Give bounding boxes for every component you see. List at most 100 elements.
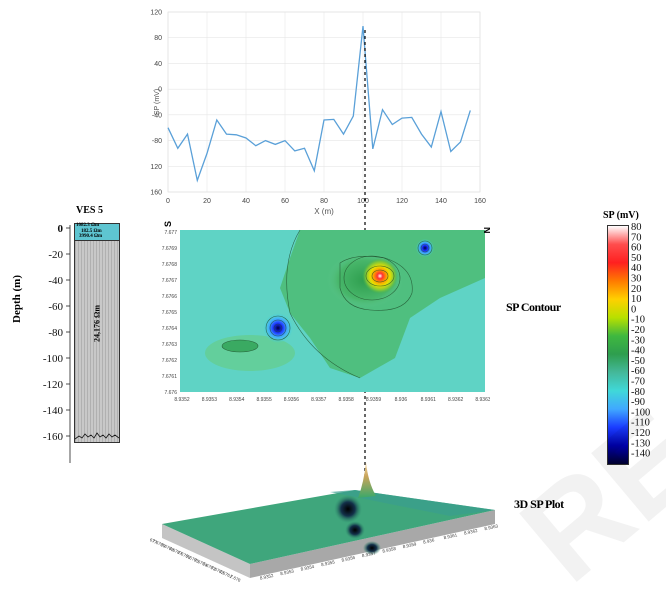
contour-x-tick: 8.9362 — [448, 397, 464, 403]
depth-tick-label: -40 — [48, 275, 63, 287]
colorbar-label: 10 — [631, 294, 642, 305]
surface-y-tick: 7.677 — [150, 536, 158, 546]
colorbar-label: -110 — [631, 418, 650, 429]
contour-x-tick: 8.9359 — [366, 397, 382, 403]
surface-x-tick: 8.9357 — [361, 550, 376, 558]
colorbar-label: 20 — [631, 284, 642, 295]
ves-panel: VES 5 Depth (m) 0 -20 -40 -60 -80 -100 -120 -14… — [0, 205, 140, 465]
y-tick-label: 120 — [150, 10, 162, 17]
x-tick-label: 0 — [166, 198, 170, 205]
surface-title: 3D SP Plot — [514, 497, 564, 511]
colorbar-label: -30 — [631, 335, 645, 346]
y-tick-label: -120 — [150, 164, 162, 171]
y-tick-label: -40 — [152, 112, 162, 119]
surface-pit-1 — [334, 495, 362, 523]
y-tick-label: -80 — [152, 138, 162, 145]
surface-y-tick: 7.6763 — [202, 561, 217, 572]
x-tick-label: 60 — [281, 198, 289, 205]
ves-layer-2: 182.5 Ωm — [81, 229, 102, 234]
depth-tick-label: -80 — [48, 327, 63, 339]
contour-label-south: S — [163, 221, 173, 227]
colorbar-label: -80 — [631, 387, 645, 398]
y-tick-label: 40 — [154, 61, 162, 68]
colorbar-label: -20 — [631, 325, 645, 336]
surface-top — [162, 490, 495, 564]
contour-y-tick: 7.6763 — [162, 342, 178, 348]
contour-label-north: N — [482, 227, 490, 234]
surface-x-tick: 8.9354 — [300, 564, 315, 572]
colorbar-label: -140 — [631, 449, 650, 460]
contour-x-tick: 8.9363 — [475, 397, 490, 403]
colorbar-label: -60 — [631, 366, 645, 377]
depth-tick-label: -100 — [43, 353, 64, 365]
ves-layer-1: 1082.3 Ωm — [76, 223, 100, 228]
sp-3d-surface: 8.9352 8.9353 8.9354 8.9355 8.9356 8.9357 8.93… — [150, 462, 499, 584]
surface-y-tick: 7.6761 — [219, 569, 234, 580]
colorbar-label: 80 — [631, 222, 642, 233]
surface-x-tick: 8.9352 — [259, 573, 274, 581]
depth-axis: 0 -20 -40 -60 -80 -100 -120 -140 -160 — [43, 223, 71, 463]
colorbar-label: -10 — [631, 315, 645, 326]
colorbar-label: -50 — [631, 356, 645, 367]
surface-y-tick: 7.676 — [229, 574, 242, 584]
surface-y-tick: 7.6769 — [152, 538, 167, 549]
depth-tick-label: 0 — [58, 223, 64, 235]
contour-x-tick: 8.9358 — [339, 397, 355, 403]
colorbar — [607, 225, 629, 465]
ves-main-layer: 24,176 Ωm — [92, 304, 102, 343]
colorbar-label: -130 — [631, 438, 650, 449]
colorbar-labels: 80706050403020100-10-20-30-40-50-60-70-8… — [631, 222, 650, 460]
contour-x-tick: 8.9354 — [229, 397, 245, 403]
x-tick-label: 40 — [242, 198, 250, 205]
depth-tick-label: -120 — [43, 379, 64, 391]
contour-y-tick: 7.6764 — [162, 326, 178, 332]
depth-tick-label: -160 — [43, 431, 64, 443]
x-tick-label: 160 — [474, 198, 486, 205]
surface-x-tick: 8.9362 — [464, 528, 479, 536]
contour-x-tick: 8.9352 — [174, 397, 190, 403]
sp-profile-chart: -160 -120 -80 -40 0 40 80 120 0 20 40 60 80 100 120 14… — [150, 10, 486, 217]
surface-peak — [358, 462, 376, 498]
contour-x-tick: 8.9361 — [421, 397, 437, 403]
surface-y-tick: 7.6764 — [193, 557, 208, 568]
surface-x-tick: 8.9363 — [484, 523, 499, 531]
x-tick-label: 20 — [203, 198, 211, 205]
depth-tick-label: -60 — [48, 301, 63, 313]
colorbar-label: 30 — [631, 274, 642, 285]
colorbar-title: SP (mV) — [603, 210, 639, 221]
y-tick-label: 0 — [158, 87, 162, 94]
x-tick-label: 100 — [357, 198, 369, 205]
surface-y-tick: 7.6768 — [160, 542, 175, 553]
surface-side-left — [162, 524, 250, 578]
surface-x-tick: 8.9355 — [321, 559, 336, 567]
surface-y-tick: 7.6767 — [168, 546, 183, 557]
x-tick-label: 120 — [396, 198, 408, 205]
contour-x-tick: 8.9357 — [311, 397, 327, 403]
depth-tick-label: -140 — [43, 405, 64, 417]
surface-y-tick: 7.6765 — [185, 554, 200, 565]
colorbar-label: 40 — [631, 263, 642, 274]
contour-y-tick: 7.6762 — [162, 358, 178, 364]
contour-y-tick: 7.676 — [164, 390, 177, 396]
contour-y-tick: 7.6768 — [162, 262, 178, 268]
contour-y-tick: 7.6766 — [162, 294, 178, 300]
y-tick-label: -160 — [150, 190, 162, 197]
sp-low-anomaly-northeast — [416, 239, 434, 257]
grid — [167, 11, 481, 193]
surface-y-ticks: 7.6767.67617.67627.67637.67647.67657.676… — [150, 536, 242, 584]
colorbar-label: 60 — [631, 243, 642, 254]
surface-x-tick: 8.9356 — [341, 555, 356, 563]
surface-x-tick: 8.9361 — [443, 532, 458, 540]
surface-y-tick: 7.6766 — [177, 550, 192, 561]
ves-column: 1082.3 Ωm 182.5 Ωm 3990.4 Ωm 24,176 Ωm — [74, 223, 120, 443]
colorbar-label: -90 — [631, 397, 645, 408]
ves-layer-3: 3990.4 Ωm — [79, 234, 103, 239]
surface-y-tick: 7.6762 — [210, 565, 225, 576]
colorbar-label: 50 — [631, 253, 642, 264]
sp-contour-map: 7.677 7.6769 7.6768 7.6767 7.6766 7.6765 7.676… — [162, 221, 490, 403]
x-tick-label: 140 — [435, 198, 447, 205]
ves-top-layer — [75, 224, 119, 241]
contour-title: SP Contour — [506, 300, 561, 314]
ves-title: VES 5 — [76, 205, 103, 216]
surface-x-ticks: 8.9352 8.9353 8.9354 8.9355 8.9356 8.9357 8.93… — [259, 523, 499, 580]
